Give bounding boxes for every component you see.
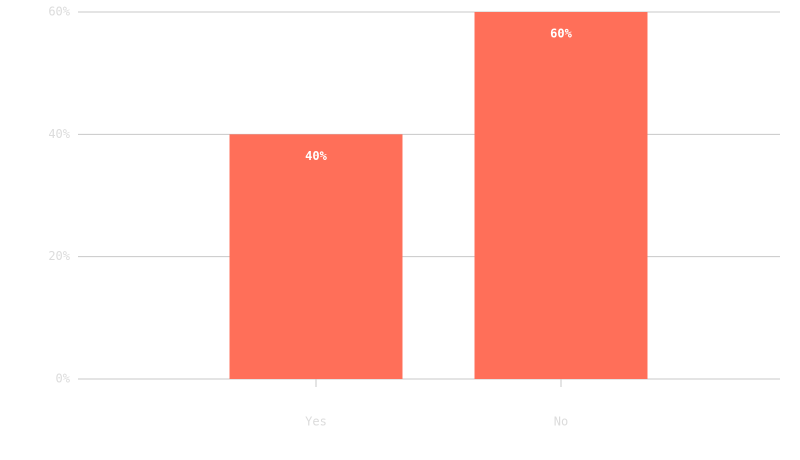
bar — [229, 134, 403, 379]
y-tick-label: 60% — [48, 5, 70, 19]
value-label: 60% — [550, 27, 572, 41]
x-tick-label: No — [554, 415, 568, 429]
y-tick-label: 40% — [48, 127, 70, 141]
x-tick-label: Yes — [305, 415, 327, 429]
y-tick-label: 20% — [48, 249, 70, 263]
bar — [474, 12, 648, 379]
y-tick-label: 0% — [56, 372, 71, 386]
value-label: 40% — [305, 149, 327, 163]
